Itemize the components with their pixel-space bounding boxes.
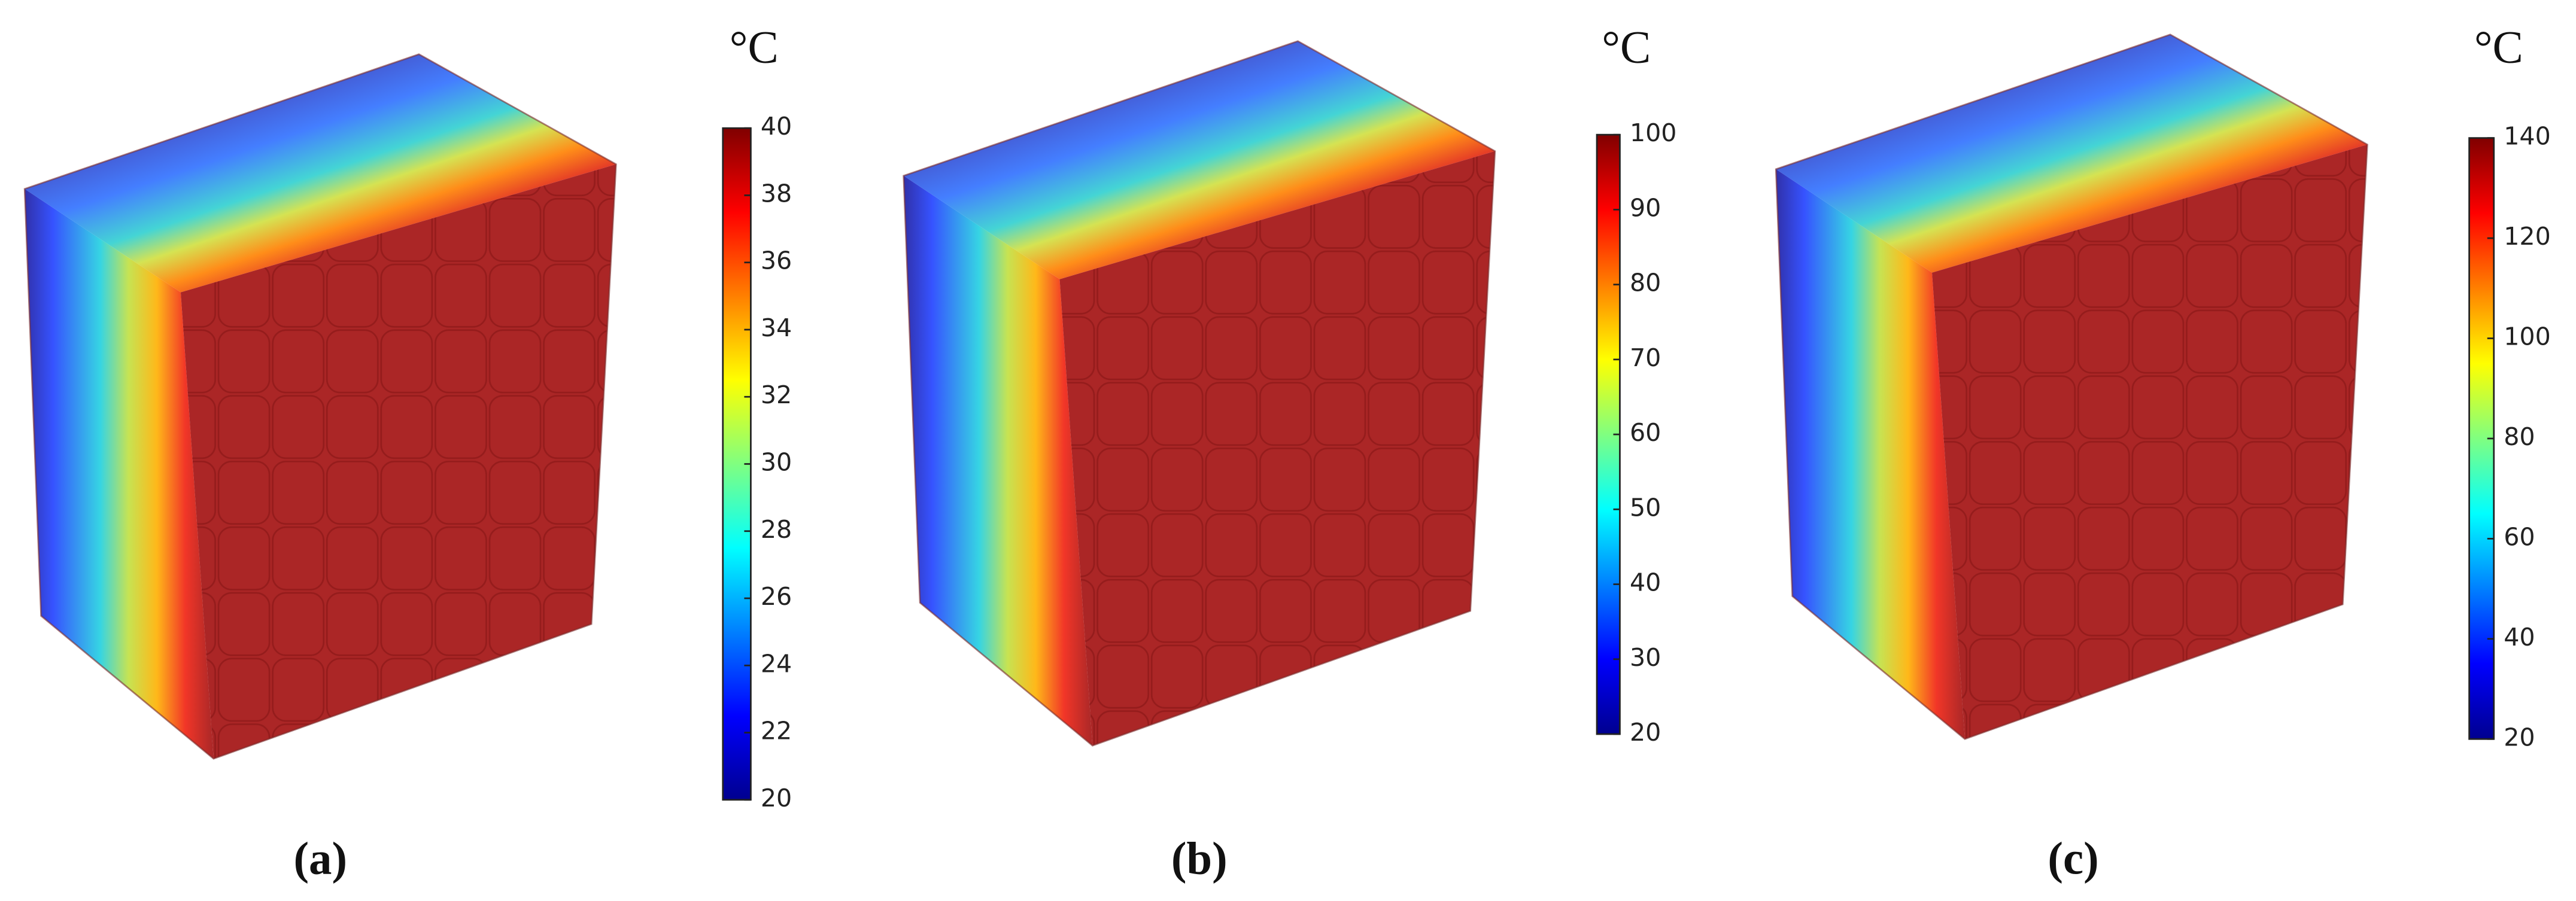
colorbar-unit: °C (730, 22, 779, 72)
panel (23, 53, 617, 760)
tick-label: 32 (761, 381, 792, 409)
colorbar-unit: °C (1602, 22, 1651, 72)
tick-label: 38 (761, 179, 792, 208)
tick-label: 90 (1630, 193, 1661, 222)
box-outline (903, 40, 1496, 747)
panel-label: (a) (293, 833, 347, 884)
box-top-face (1776, 34, 2368, 273)
tick-label: 22 (761, 717, 792, 745)
tick-label: 34 (761, 313, 792, 342)
box-left-face (1776, 169, 1965, 739)
tick-label: 80 (2504, 422, 2535, 451)
tick-label: 50 (1630, 493, 1661, 522)
box-top-face (25, 54, 616, 293)
box-front-cells (1932, 144, 2368, 739)
tick-label: 100 (2504, 322, 2551, 351)
box-top-face (903, 41, 1495, 279)
tick-label: 60 (1630, 418, 1661, 447)
tick-label: 100 (1630, 118, 1677, 147)
tick-label: 20 (761, 784, 792, 812)
tick-label: 30 (761, 448, 792, 477)
tick-label: 70 (1630, 343, 1661, 372)
panel (1775, 34, 2368, 740)
panel (903, 40, 1496, 747)
tick-label: 80 (1630, 269, 1661, 297)
box-left-face (25, 188, 214, 759)
tick-label: 20 (1630, 718, 1661, 747)
box-outline (1775, 34, 2368, 740)
box-outline (23, 53, 617, 760)
tick-label: 40 (2504, 623, 2535, 652)
tick-label: 26 (761, 582, 792, 611)
colorbar (1596, 133, 1621, 735)
tick-label: 60 (2504, 522, 2535, 551)
panel-label: (b) (1171, 833, 1228, 884)
box-left-face (903, 175, 1093, 746)
tick-label: 140 (2504, 122, 2551, 151)
tick-label: 120 (2504, 222, 2551, 251)
box-front-cells (180, 164, 616, 759)
tick-label: 40 (1630, 568, 1661, 597)
tick-label: 28 (761, 515, 792, 544)
panel-label: (c) (2048, 833, 2098, 884)
tick-label: 20 (2504, 723, 2535, 751)
tick-label: 24 (761, 649, 792, 678)
tick-label: 40 (761, 112, 792, 141)
tick-label: 30 (1630, 643, 1661, 672)
tick-label: 36 (761, 246, 792, 275)
colorbar-unit: °C (2474, 22, 2523, 72)
box-front-cells (1059, 151, 1495, 746)
